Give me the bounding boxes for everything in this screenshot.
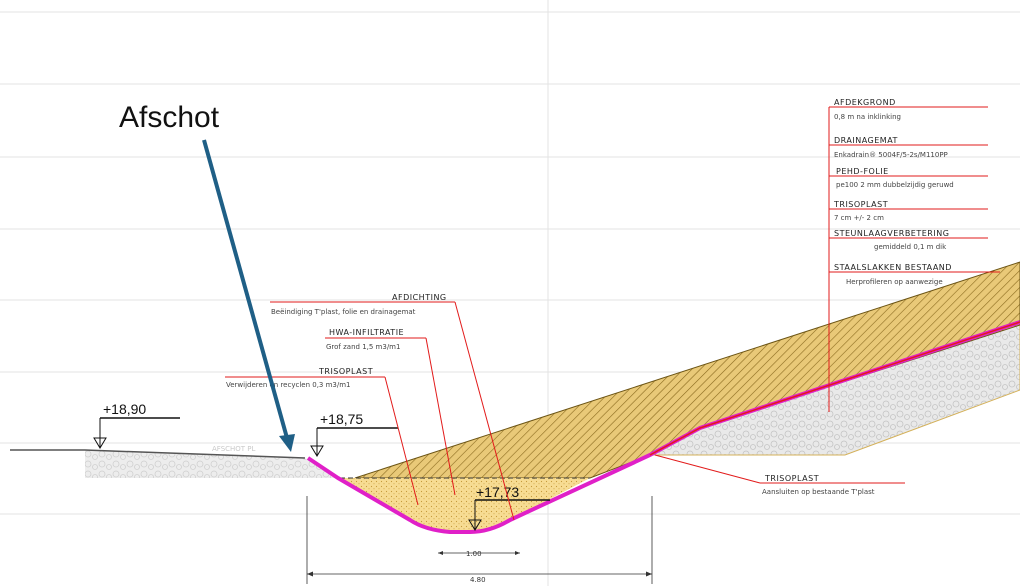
ghost-label: AFSCHOT PL	[212, 445, 256, 453]
elevation-mid-label: +18,75	[320, 411, 363, 427]
annotation-desc: Beëindiging T'plast, folie en drainagema…	[271, 308, 416, 316]
dimension-outer-label: 4.80	[470, 576, 486, 584]
arrow-head-icon	[279, 434, 295, 452]
annotation-desc: Enkadrain® 5004F/5-2s/M110PP	[834, 151, 948, 159]
annotation-title: STAALSLAKKEN BESTAAND	[834, 263, 952, 272]
annotation-title: STEUNLAAGVERBETERING	[834, 229, 949, 238]
annotation-title: DRAINAGEMAT	[834, 136, 898, 145]
dimension-inner-label: 1.00	[466, 550, 482, 558]
annotation-title: TRISOPLAST	[318, 367, 373, 376]
annotation-title: AFDEKGROND	[834, 98, 896, 107]
dimension-inner: 1.00	[438, 550, 520, 558]
annotation-desc: pe100 2 mm dubbelzijdig geruwd	[836, 181, 954, 189]
annotation-afdichting: AFDICHTING Beëindiging T'plast, folie en…	[270, 293, 515, 521]
elevation-bottom-label: +17,73	[476, 484, 519, 500]
annotation-desc: 7 cm +/- 2 cm	[834, 214, 884, 222]
annotation-desc: 0,8 m na inklinking	[834, 113, 901, 121]
dimension-outer: 4.80	[306, 496, 653, 584]
elevation-left: +18,90	[93, 401, 180, 449]
sand-infill	[335, 478, 590, 532]
annotation-title: AFDICHTING	[392, 293, 447, 302]
annotation-desc: Grof zand 1,5 m3/m1	[326, 343, 400, 351]
annotation-title: TRISOPLAST	[833, 200, 888, 209]
annotation-desc: Herprofileren op aanwezige	[846, 278, 943, 286]
annotation-desc: Aansluiten op bestaande T'plast	[762, 488, 875, 496]
annotation-trisoplast-bottom: TRISOPLAST Aansluiten op bestaande T'pla…	[654, 454, 905, 496]
trisoplast-liner	[306, 320, 1020, 534]
annotation-title: HWA-INFILTRATIE	[329, 328, 404, 337]
elevation-mid: +18,75	[310, 411, 398, 457]
callout-arrow	[202, 139, 289, 439]
elevation-left-label: +18,90	[103, 401, 146, 417]
elevation-bottom: +17,73	[468, 484, 550, 531]
annotation-desc: gemiddeld 0,1 m dik	[874, 243, 947, 251]
annotation-hwa-infiltratie: HWA-INFILTRATIE Grof zand 1,5 m3/m1	[325, 328, 456, 496]
ground-left	[10, 449, 335, 478]
annotation-desc: Verwijderen en recyclen 0,3 m3/m1	[226, 381, 351, 389]
annotation-right-stack: AFDEKGROND 0,8 m na inklinking DRAINAGEM…	[828, 98, 1000, 412]
annotation-title: TRISOPLAST	[764, 474, 819, 483]
annotation-title: PEHD-FOLIE	[836, 167, 889, 176]
callout-title: Afschot	[119, 101, 220, 134]
annotation-trisoplast-left: TRISOPLAST Verwijderen en recyclen 0,3 m…	[225, 367, 419, 506]
afschot-callout: Afschot	[119, 101, 295, 452]
